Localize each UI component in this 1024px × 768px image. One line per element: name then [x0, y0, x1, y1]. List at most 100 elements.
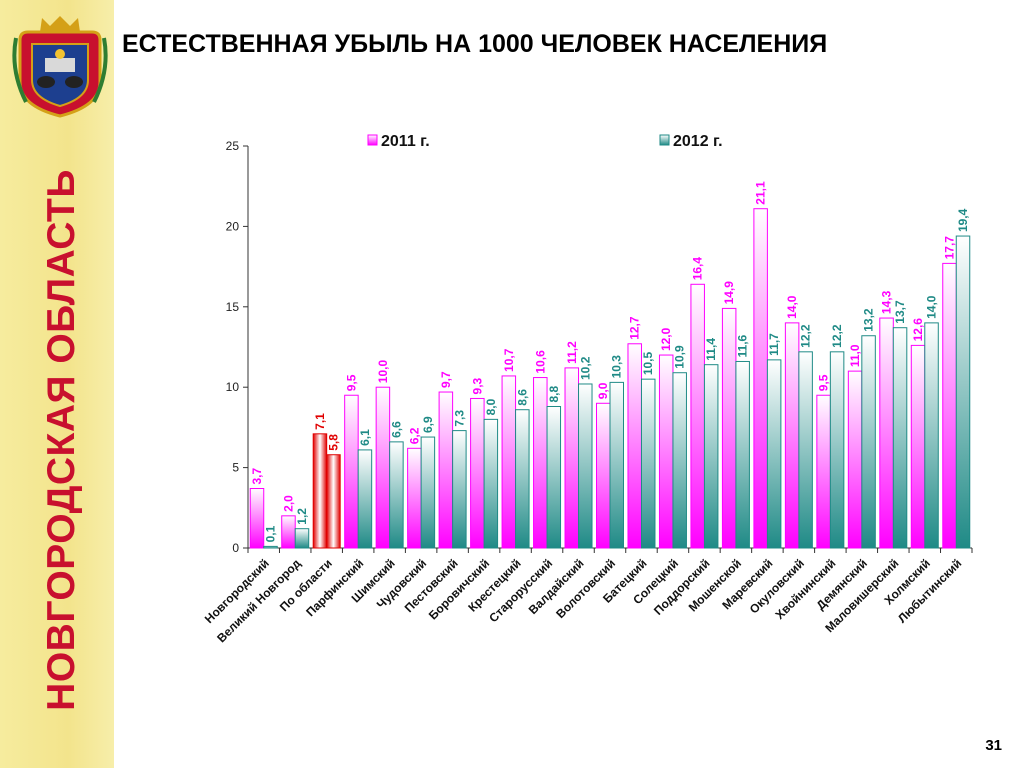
data-label-2011: 9,3 [470, 377, 484, 394]
data-label-2012: 8,8 [547, 385, 561, 402]
bar-2011 [847, 370, 863, 549]
coat-of-arms-icon [12, 16, 108, 118]
legend-swatch-2011 [367, 134, 378, 146]
y-tick-label: 20 [226, 219, 240, 233]
data-label-2012: 19,4 [956, 208, 970, 232]
data-label-2011: 7,1 [313, 413, 327, 430]
legend-label-2011: 2011 г. [381, 133, 430, 150]
data-label-2011: 9,0 [596, 382, 610, 399]
bar-2011 [501, 375, 517, 549]
bar-2012 [357, 449, 373, 549]
bar-2012 [861, 335, 876, 549]
data-label-2012: 6,9 [421, 416, 435, 433]
data-label-2011: 12,6 [911, 318, 925, 342]
y-tick-label: 25 [226, 139, 240, 153]
data-label-2011: 14,9 [722, 281, 736, 305]
bar-2012 [892, 327, 908, 549]
bar-2011 [816, 394, 831, 549]
data-label-2011: 9,7 [439, 371, 453, 388]
data-label-2011: 11,0 [848, 344, 862, 367]
data-label-2012: 13,7 [893, 300, 907, 324]
bar-2011 [564, 367, 580, 549]
bar-2012 [452, 430, 467, 549]
bar-2012 [703, 364, 719, 549]
data-label-2012: 13,2 [862, 308, 876, 332]
bar-2012 [546, 405, 562, 549]
bar-2012 [263, 545, 278, 549]
bar-2012 [483, 418, 499, 549]
bar-2012 [924, 322, 939, 549]
bar-2011 [344, 394, 359, 549]
bar-2011 [407, 447, 422, 549]
sidebar: НОВГОРОДСКАЯ ОБЛАСТЬ [0, 0, 114, 768]
bar-2012 [735, 360, 750, 549]
data-label-2011: 2,0 [281, 495, 295, 512]
bar-2011 [470, 397, 485, 549]
data-label-2012: 0,1 [263, 525, 277, 542]
data-label-2011: 14,0 [785, 295, 799, 319]
y-tick-label: 5 [232, 461, 239, 475]
bar-2012 [955, 235, 971, 549]
data-label-2012: 11,7 [767, 333, 781, 356]
bar-2012 [640, 378, 656, 549]
data-label-2011: 9,5 [817, 374, 831, 391]
data-label-2012: 10,9 [673, 345, 687, 369]
page-title: ЕСТЕСТВЕННАЯ УБЫЛЬ НА 1000 ЧЕЛОВЕК НАСЕЛ… [122, 30, 828, 58]
bar-2012 [515, 409, 530, 549]
bar-2011 [910, 344, 926, 549]
region-vertical-label: НОВГОРОДСКАЯ ОБЛАСТЬ [40, 169, 83, 711]
bar-2012 [389, 441, 404, 549]
bar-2011 [879, 317, 894, 549]
data-label-2012: 10,2 [578, 356, 592, 380]
data-label-2011: 14,3 [880, 290, 894, 314]
data-label-2011: 10,6 [533, 350, 547, 374]
data-label-2011: 17,7 [943, 236, 957, 260]
y-tick-label: 0 [232, 541, 239, 555]
page-number: 31 [985, 737, 1002, 754]
bar-2011 [281, 515, 296, 549]
bar-2012 [578, 383, 593, 549]
bar-chart: 05101520253,70,1Новгородский2,01,2Велики… [202, 133, 973, 645]
data-label-2011: 9,5 [344, 374, 358, 391]
data-label-2012: 10,3 [610, 355, 624, 379]
data-label-2012: 10,5 [641, 351, 655, 375]
bar-2011 [658, 354, 674, 549]
bar-2011 [533, 377, 548, 549]
bar-2011 [312, 433, 328, 549]
data-label-2012: 8,6 [515, 389, 529, 406]
bar-2011 [375, 386, 391, 549]
data-label-2011: 12,7 [628, 316, 642, 340]
data-label-2011: 16,4 [691, 257, 705, 281]
bar-2011 [784, 322, 800, 549]
legend-swatch-2012 [659, 134, 670, 146]
data-label-2012: 6,6 [389, 421, 403, 438]
data-label-2012: 5,8 [326, 434, 340, 451]
data-label-2012: 12,2 [799, 324, 813, 348]
bar-2012 [326, 454, 341, 549]
bar-2011 [690, 283, 705, 549]
bar-2011 [249, 488, 265, 549]
data-label-2012: 6,1 [358, 429, 372, 446]
bar-2012 [798, 351, 813, 549]
data-label-2012: 8,0 [484, 398, 498, 415]
data-label-2012: 14,0 [925, 295, 939, 319]
bar-2011 [596, 402, 611, 549]
bar-2012 [609, 381, 624, 549]
bar-2011 [627, 343, 642, 549]
data-label-2011: 12,0 [659, 327, 673, 351]
data-label-2011: 10,0 [376, 360, 390, 384]
data-label-2011: 10,7 [502, 348, 516, 372]
y-tick-label: 10 [226, 380, 240, 394]
bar-2011 [721, 307, 737, 549]
data-label-2011: 21,1 [754, 181, 768, 205]
data-label-2012: 11,6 [736, 334, 750, 357]
bar-2012 [420, 436, 436, 549]
bar-2011 [753, 208, 768, 549]
data-label-2012: 11,4 [704, 338, 718, 361]
bar-2012 [294, 528, 310, 549]
data-label-2012: 7,3 [452, 410, 466, 427]
y-tick-label: 15 [226, 300, 240, 314]
data-label-2011: 6,2 [407, 427, 421, 444]
bar-2011 [942, 262, 957, 549]
bar-2012 [766, 359, 782, 549]
